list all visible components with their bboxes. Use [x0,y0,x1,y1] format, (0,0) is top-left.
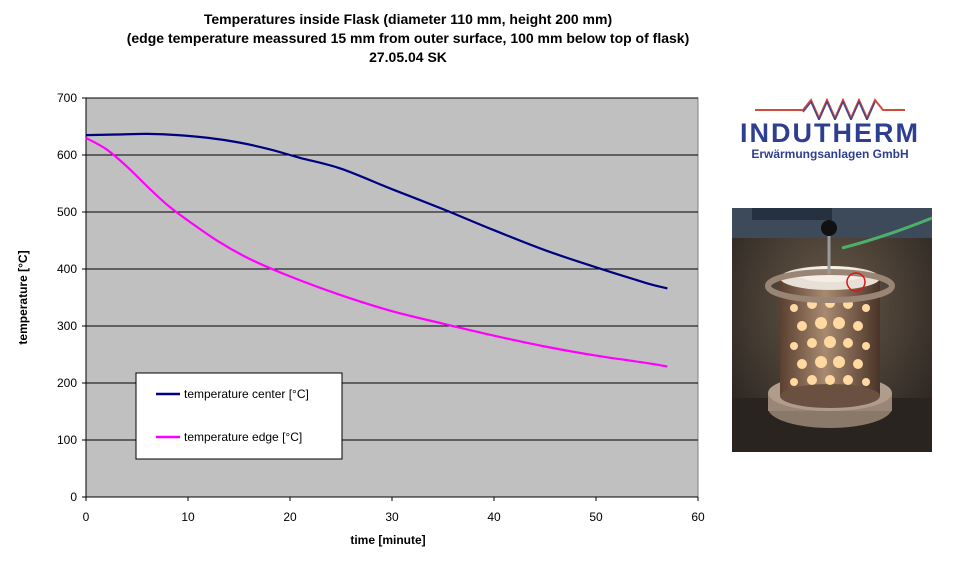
logo-subtitle: Erwärmungsanlagen GmbH [751,147,909,161]
y-tick-label: 200 [57,376,77,390]
chart-title-line-3: 27.05.04 SK [369,49,447,65]
flask-photo [732,208,932,452]
y-tick-label: 600 [57,148,77,162]
series-line-center [85,132,668,290]
y-tick-label: 100 [57,433,77,447]
legend-box [135,372,343,460]
x-tick-label: 50 [589,510,603,524]
x-tick-label: 20 [283,510,297,524]
legend-label: temperature edge [°C] [184,430,302,444]
x-tick-label: 30 [385,510,399,524]
y-tick-label: 300 [57,319,77,333]
y-tick-label: 700 [57,91,77,105]
y-tick-label: 0 [70,490,77,504]
chart-title-line-2: (edge temperature meassured 15 mm from o… [126,30,690,46]
chart-title-line-1: Temperatures inside Flask (diameter 110 … [203,11,613,27]
logo-name: INDUTHERM [740,118,920,148]
legend-label: temperature center [°C] [184,387,309,401]
x-tick-label: 60 [691,510,705,524]
x-axis-title: time [minute] [350,533,425,547]
y-axis-title: temperature [°C] [16,250,30,344]
y-tick-label: 500 [57,205,77,219]
flask-photo-image [732,208,932,452]
company-logo: INDUTHERM Erwärmungsanlagen GmbH [730,98,930,162]
x-tick-label: 10 [181,510,195,524]
x-tick-label: 0 [83,510,90,524]
series-line-edge [85,136,668,368]
chart-title: Temperatures inside Flask (diameter 110 … [60,10,756,67]
x-tick-label: 40 [487,510,501,524]
logo-wave-icon [755,98,905,120]
y-tick-label: 400 [57,262,77,276]
